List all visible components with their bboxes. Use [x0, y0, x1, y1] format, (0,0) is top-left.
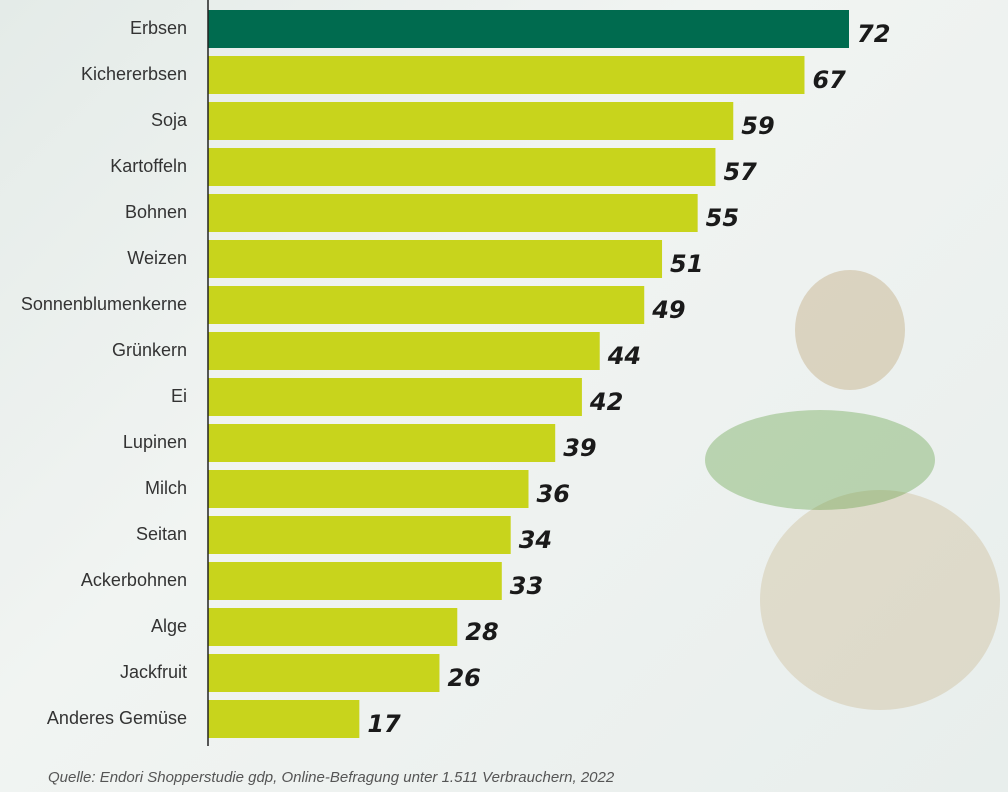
- bar: [208, 102, 733, 140]
- chart: Quelle: Endori Shopperstudie gdp, Online…: [0, 0, 1008, 792]
- bar: [208, 56, 804, 94]
- data-label: 72: [857, 20, 890, 48]
- data-label: 49: [651, 296, 685, 324]
- data-label: 33: [510, 572, 543, 600]
- source-note: Quelle: Endori Shopperstudie gdp, Online…: [48, 769, 615, 786]
- data-label: 36: [537, 480, 570, 508]
- y-tick-label: Jackfruit: [120, 662, 187, 682]
- y-tick-label: Kartoffeln: [110, 156, 187, 176]
- decoration: [705, 410, 935, 510]
- y-tick-label: Milch: [145, 478, 187, 498]
- decoration: [795, 270, 905, 390]
- y-tick-label: Lupinen: [123, 432, 187, 452]
- y-tick-label: Grünkern: [112, 340, 187, 360]
- y-tick-label: Bohnen: [125, 202, 187, 222]
- data-label: 26: [447, 664, 480, 692]
- bar: [208, 516, 511, 554]
- y-tick-label: Erbsen: [130, 18, 187, 38]
- data-label: 17: [367, 710, 401, 738]
- y-tick-label: Soja: [151, 110, 188, 130]
- bar: [208, 148, 715, 186]
- bar: [208, 332, 600, 370]
- bar: [208, 378, 582, 416]
- bar: [208, 654, 439, 692]
- data-label: 55: [706, 204, 739, 232]
- y-tick-label: Anderes Gemüse: [47, 708, 187, 728]
- y-tick-label: Sonnenblumenkerne: [21, 294, 187, 314]
- data-label: 34: [519, 526, 552, 554]
- bar: [208, 470, 529, 508]
- bar: [208, 194, 698, 232]
- data-label: 42: [589, 388, 623, 416]
- y-tick-label: Ackerbohnen: [81, 570, 187, 590]
- y-tick-label: Alge: [151, 616, 187, 636]
- y-tick-label: Seitan: [136, 524, 187, 544]
- data-label: 57: [723, 158, 757, 186]
- bar: [208, 424, 555, 462]
- data-label: 28: [465, 618, 498, 646]
- bar: [208, 562, 502, 600]
- data-label: 39: [563, 434, 596, 462]
- data-label: 67: [812, 66, 846, 94]
- data-label: 59: [741, 112, 774, 140]
- bar: [208, 240, 662, 278]
- bar: [208, 608, 457, 646]
- y-tick-label: Weizen: [127, 248, 187, 268]
- bar: [208, 10, 849, 48]
- y-tick-label: Kichererbsen: [81, 64, 187, 84]
- bar: [208, 286, 644, 324]
- data-label: 51: [670, 250, 703, 278]
- bar: [208, 700, 359, 738]
- y-tick-label: Ei: [171, 386, 187, 406]
- decoration: [760, 490, 1000, 710]
- data-label: 44: [607, 342, 641, 370]
